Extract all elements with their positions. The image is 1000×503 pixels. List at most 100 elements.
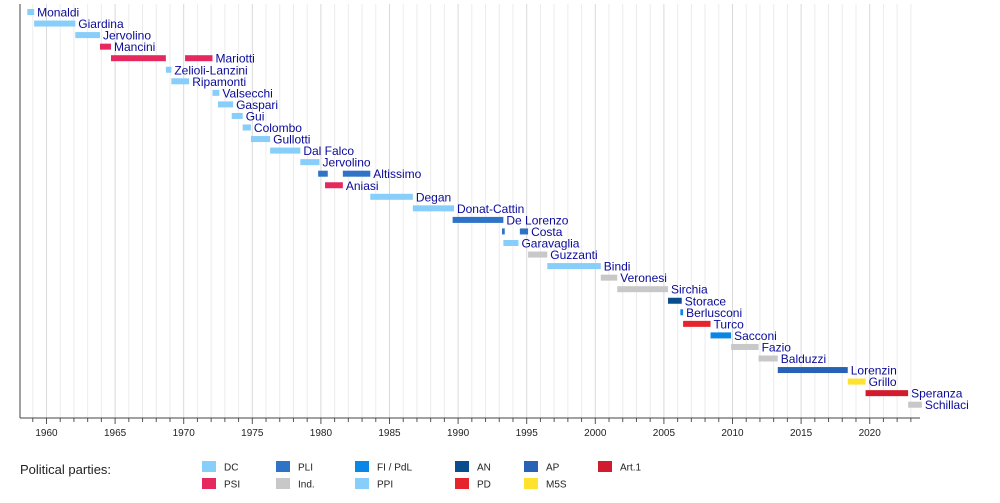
legend-label: Art.1 <box>620 463 642 474</box>
x-tick-label: 1990 <box>447 428 470 439</box>
legend-swatch <box>276 478 290 489</box>
x-tick-label: 1965 <box>104 428 127 439</box>
bar-label: Grillo <box>869 375 897 389</box>
bar-dal-falco <box>270 147 301 154</box>
bar-gullotti <box>250 136 271 143</box>
bar-valsecchi <box>212 89 220 96</box>
x-tick-label: 1995 <box>516 428 539 439</box>
bar-giardina <box>34 20 76 27</box>
bar-label: Monaldi <box>37 6 79 20</box>
bar-garavaglia <box>503 240 519 246</box>
legend-label: AP <box>546 463 560 474</box>
legend-label: Ind. <box>298 480 315 491</box>
bar-mariotti <box>110 55 166 62</box>
bar-label: Sirchia <box>671 283 708 297</box>
bar-berlusconi <box>680 309 684 316</box>
bar-label: Garavaglia <box>521 237 579 251</box>
bar-label: Fazio <box>762 340 792 354</box>
legend-swatch <box>455 461 469 472</box>
bar-label: Ripamonti <box>192 75 246 89</box>
bar-label: Sacconi <box>734 329 777 343</box>
bar-degan <box>370 193 413 200</box>
bar-costa <box>519 228 529 235</box>
bar-label: Berlusconi <box>686 306 742 320</box>
x-tick-label: 2020 <box>859 428 882 439</box>
legend-label: PD <box>477 480 491 491</box>
x-tick-label: 1975 <box>241 428 264 439</box>
bar-de-lorenzo <box>452 216 504 223</box>
bar-veronesi <box>600 274 618 281</box>
x-tick-label: 1985 <box>378 428 401 439</box>
legend-swatch <box>202 478 216 489</box>
bar-guzzanti <box>528 251 548 258</box>
bar-monaldi <box>27 9 35 15</box>
bar-labels-layer: MonaldiGiardinaJervolinoManciniMariottiZ… <box>37 6 969 413</box>
x-tick-label: 1980 <box>310 428 333 439</box>
x-axis: 1960 1965 1970 1975 1980 1985 1990 1995 2000 2005… <box>19 4 920 439</box>
legend-label: PLI <box>298 463 313 474</box>
bar-label: Giardina <box>78 17 124 31</box>
bar-sacconi <box>710 332 732 339</box>
x-tick-label: 2005 <box>653 428 676 439</box>
bar-label: Gui <box>246 109 265 123</box>
bar-altissimo <box>342 170 371 177</box>
bar-label: Valsecchi <box>222 86 272 100</box>
bar-label: Dal Falco <box>303 144 354 158</box>
legend: Political parties: DC PSI PLI Ind. FI / PdL P… <box>20 461 642 491</box>
bar-label: Altissimo <box>373 167 421 181</box>
bar-aniasi <box>325 182 343 189</box>
legend-title: Political parties: <box>20 462 111 477</box>
bar-gaspari <box>218 101 234 108</box>
bar-donat-cattin <box>412 205 454 212</box>
x-tick-label: 1970 <box>173 428 196 439</box>
bar-label: Colombo <box>254 121 302 135</box>
bar-costa <box>502 228 505 235</box>
bar-altissimo <box>318 170 328 177</box>
bar-label: Balduzzi <box>781 352 826 366</box>
bar-label: Veronesi <box>620 271 667 285</box>
bar-label: Aniasi <box>346 179 379 193</box>
bar-label: Schillaci <box>925 398 969 412</box>
bar-label: Gullotti <box>273 133 310 147</box>
legend-label: DC <box>224 463 238 474</box>
legend-label: FI / PdL <box>377 463 412 474</box>
bar-schillaci <box>908 401 922 408</box>
legend-label: PPI <box>377 480 393 491</box>
bar-label: De Lorenzo <box>506 213 568 227</box>
legend-swatch <box>355 461 369 472</box>
x-tick-label: 2015 <box>790 428 813 439</box>
bar-lorenzin <box>777 367 848 374</box>
bar-label: Donat-Cattin <box>457 202 524 216</box>
legend-swatch <box>524 461 538 472</box>
legend-label: AN <box>477 463 491 474</box>
bar-label: Gaspari <box>236 98 278 112</box>
bar-label: Bindi <box>604 260 631 274</box>
bar-label: Lorenzin <box>851 364 897 378</box>
legend-swatch <box>355 478 369 489</box>
x-tick-label: 2010 <box>721 428 744 439</box>
legend-swatch <box>455 478 469 489</box>
bar-label: Jervolino <box>103 29 151 43</box>
bar-sirchia <box>617 286 669 293</box>
bar-grillo <box>847 378 866 385</box>
bar-speranza <box>865 390 909 397</box>
bar-storace <box>668 297 682 304</box>
bar-label: Jervolino <box>323 156 371 170</box>
bar-zelioli-lanzini <box>165 66 172 73</box>
bar-label: Speranza <box>911 387 963 401</box>
bar-label: Mancini <box>114 40 155 54</box>
bar-label: Zelioli-Lanzini <box>174 63 247 77</box>
bar-label: Turco <box>714 317 745 331</box>
bar-label: Costa <box>531 225 563 239</box>
bar-gui <box>231 112 243 119</box>
bar-label: Storace <box>685 294 727 308</box>
x-tick-label: 2000 <box>584 428 607 439</box>
bar-label: Mariotti <box>216 52 255 66</box>
bar-jervolino <box>300 159 320 166</box>
bar-colombo <box>242 124 251 131</box>
legend-label: M5S <box>546 480 567 491</box>
bar-mancini <box>100 43 111 50</box>
bar-fazio <box>731 343 759 350</box>
legend-swatch <box>202 461 216 472</box>
